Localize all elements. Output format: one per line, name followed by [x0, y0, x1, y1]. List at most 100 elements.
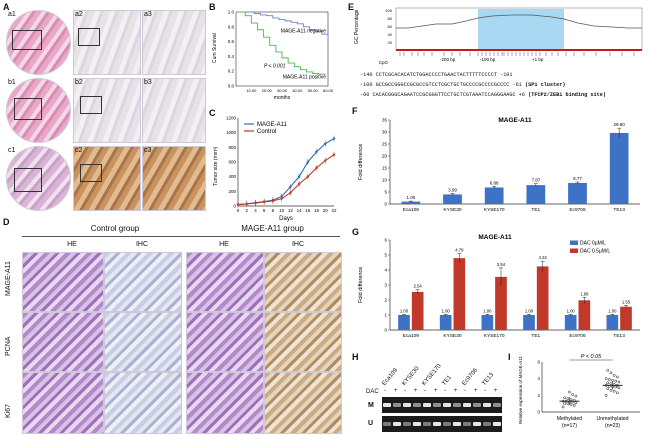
- i-point-unmethylated: [614, 385, 618, 389]
- tumor-y-label: Tumor size (mm³): [213, 146, 219, 186]
- panel-h-label: H: [352, 352, 359, 362]
- d-ki67-he-treated: [186, 372, 264, 434]
- gel-unmethylated: [382, 416, 502, 432]
- f-bar-TE1: [526, 185, 546, 204]
- gel-band-m: [393, 403, 401, 407]
- i-y-label: Relative expression of MAGE-A11: [518, 356, 523, 424]
- tumor-point: [262, 200, 266, 204]
- panel-g-label: G: [352, 227, 360, 237]
- tumor-x-tick: 2: [245, 208, 248, 213]
- survival-y-tick: 0.6: [228, 39, 235, 44]
- tumor-point: [236, 203, 240, 206]
- gel-band-m: [443, 403, 451, 407]
- gel-band-u: [423, 422, 431, 426]
- g-value-label: 2.54: [414, 284, 423, 289]
- tumor-point: [280, 197, 283, 200]
- zoom-box-b2: [80, 96, 102, 114]
- seq-line-3-note: (TFCP2/ZEB1 binding site): [528, 92, 606, 98]
- g-value-label: 1.00: [608, 308, 617, 313]
- gel-band-u: [383, 422, 391, 426]
- g-y-tick: 1: [384, 313, 387, 318]
- g-bar-KYSE30-1: [453, 258, 466, 330]
- g-category-label: Ec9706: [569, 333, 586, 339]
- dac-state: +: [454, 388, 458, 394]
- f-bar-KYSE170: [484, 187, 504, 204]
- g-y-tick: 5: [384, 253, 387, 258]
- f-value-label: 8.77: [573, 176, 582, 181]
- gel-band-u: [433, 422, 441, 426]
- gel-row-m-label: M: [368, 402, 374, 409]
- i-point-methylated: [569, 403, 573, 406]
- i-point-methylated: [563, 396, 566, 400]
- gel-methylated: [382, 397, 502, 413]
- g-value-label: 1.00: [567, 308, 576, 313]
- tumor-y-tick: 0: [233, 204, 236, 209]
- tumor-point: [271, 199, 275, 203]
- g-bar-Ec9706-1: [578, 300, 591, 330]
- fold-difference-chart-g: MAGE-A11 0 1 2 3 4 5 6 Fold difference 1.00 2.54 Ec…: [358, 234, 640, 339]
- survival-plot-frame: [235, 11, 329, 87]
- survival-x-tick: 10.00: [246, 88, 257, 93]
- sublabel-a1: a1: [8, 11, 16, 18]
- tumor-x-tick: 18: [314, 208, 320, 213]
- f-bar-KYSE30: [443, 194, 462, 204]
- g-bar-KYSE170-1: [495, 276, 507, 330]
- g-category-label: KYSE170: [484, 333, 505, 339]
- tumor-point: [245, 202, 248, 206]
- g-legend-label-1: DAC 0.5μM/L: [580, 249, 610, 255]
- f-y-tick: 0: [384, 202, 387, 207]
- dac-state: +: [494, 388, 498, 394]
- i-point-methylated: [572, 403, 576, 407]
- control-group-header: Control group: [90, 224, 140, 233]
- tumor-point: [324, 142, 327, 145]
- tumor-x-tick: 22: [331, 208, 337, 213]
- g-chart-title: MAGE-A11: [478, 234, 512, 241]
- gc-y-tick-40: 40: [388, 32, 393, 37]
- seq-line-2-note: (SP1 cluster): [525, 82, 566, 88]
- g-value-label: 1.55: [622, 299, 631, 304]
- g-value-label: 4.79: [455, 248, 464, 253]
- gel-band-u: [443, 422, 451, 426]
- x-tick-minus100: -100 bp: [480, 57, 496, 62]
- tumor-point: [332, 153, 336, 156]
- i-point-unmethylated: [616, 375, 619, 379]
- i-point-methylated: [569, 398, 573, 401]
- cpg-axis-label: CpG: [379, 60, 389, 65]
- i-point-unmethylated: [612, 373, 616, 377]
- dac-state: -: [484, 388, 486, 394]
- i-point-unmethylated: [612, 389, 616, 393]
- d-mage-he-treated: [186, 252, 264, 312]
- g-legend-swatch-1: [570, 248, 578, 253]
- g-bar-TE1-0: [523, 315, 535, 330]
- tumor-series-1: [237, 154, 335, 206]
- g-bar-Eca109-0: [398, 315, 410, 330]
- f-value-label: 29.60: [614, 122, 626, 127]
- dac-state: +: [414, 388, 418, 394]
- f-y-tick: 20: [382, 154, 388, 159]
- g-bar-TE13-1: [620, 306, 632, 330]
- col-header-he-1: HE: [67, 241, 77, 248]
- f-value-label: 7.87: [531, 178, 540, 183]
- g-value-label: 1.00: [442, 308, 451, 313]
- i-point-unmethylated: [604, 393, 608, 397]
- survival-series-positive: [236, 11, 326, 75]
- i-point-methylated: [566, 402, 570, 406]
- g-category-label: KYSE30: [443, 333, 461, 339]
- tumor-y-tick: 800: [228, 145, 236, 150]
- fold-difference-chart-f: MAGE-A11 0 5 10 15 20 25 30 35 Fold difference 1.0…: [358, 117, 640, 213]
- panel-b-label: B: [209, 2, 216, 12]
- gel-band-m: [403, 403, 411, 407]
- survival-x-tick: 60.00: [323, 88, 334, 93]
- survival-chart: 1.0 0.8 0.6 0.4 0.2 0.0 10.00 20.00 30.00 40.00 50…: [212, 10, 334, 102]
- i-point-unmethylated: [606, 368, 610, 372]
- panel-e-label: E: [348, 2, 355, 12]
- tumor-point: [324, 159, 327, 162]
- survival-legend-positive: MAGE-A11 positive: [283, 75, 326, 81]
- i-category-label: (n=17): [562, 423, 577, 429]
- gc-percentage-line: [396, 14, 642, 29]
- gel-band-u: [483, 422, 491, 426]
- f-value-label: 1.00: [406, 195, 415, 200]
- tumor-point: [315, 166, 318, 170]
- gel-band-u: [453, 422, 461, 426]
- tissue-core-c1: [6, 146, 71, 211]
